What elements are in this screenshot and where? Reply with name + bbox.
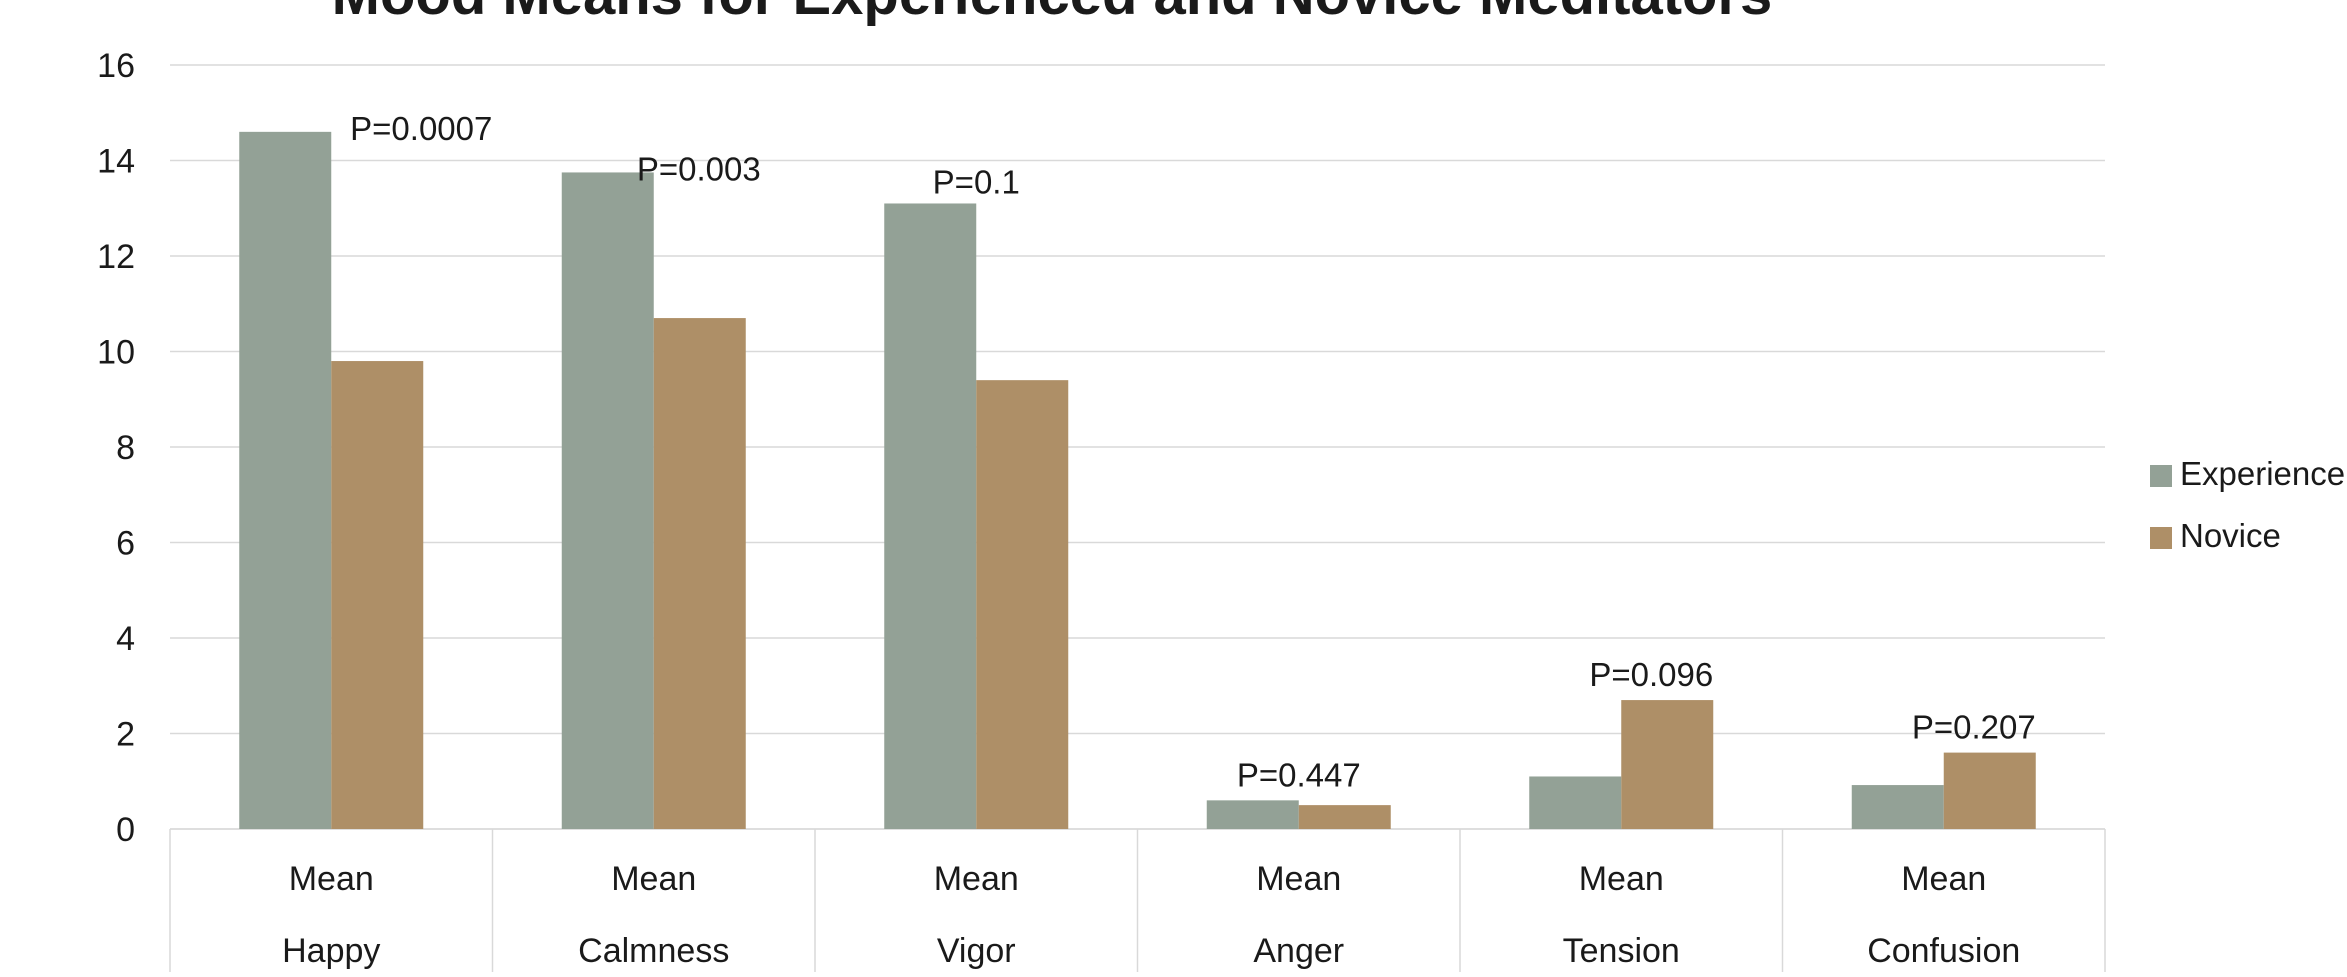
legend-label-novice: Novice bbox=[2180, 517, 2281, 554]
bar-novice bbox=[331, 361, 424, 829]
gridlines bbox=[170, 64, 2105, 830]
legend-swatch-experience bbox=[2150, 465, 2172, 487]
x-category-label: Anger bbox=[1253, 932, 1344, 970]
y-tick-label: 8 bbox=[116, 429, 135, 467]
p-value-label: P=0.447 bbox=[1237, 756, 1361, 793]
y-tick-label: 12 bbox=[97, 238, 135, 276]
x-category-label: Mean bbox=[611, 860, 696, 898]
y-tick-label: 0 bbox=[116, 811, 135, 849]
y-tick-label: 6 bbox=[116, 525, 135, 563]
x-category-label: Tension bbox=[1563, 932, 1680, 970]
x-category-label: Confusion bbox=[1867, 932, 2020, 970]
y-tick-label: 10 bbox=[97, 334, 135, 372]
x-category-label: Mean bbox=[1901, 860, 1986, 898]
legend-label-experience: Experience bbox=[2180, 455, 2345, 492]
x-category-label: Happy bbox=[282, 932, 380, 970]
bar-experience bbox=[1206, 800, 1299, 829]
bar-experience bbox=[1529, 776, 1622, 829]
x-category-label: Vigor bbox=[937, 932, 1016, 970]
chart-title: Mood Means for Experienced and Novice Me… bbox=[332, 0, 1773, 27]
bar-experience bbox=[1851, 785, 1944, 829]
x-category-label: Mean bbox=[1579, 860, 1664, 898]
bar-novice bbox=[653, 318, 746, 829]
p-value-label: P=0.003 bbox=[637, 150, 761, 187]
bar-novice bbox=[1621, 700, 1714, 829]
bar-experience bbox=[884, 203, 977, 830]
bar-experience bbox=[239, 131, 332, 830]
bars bbox=[239, 131, 2036, 830]
y-tick-label: 2 bbox=[116, 716, 135, 754]
bar-experience bbox=[561, 172, 654, 829]
bar-novice bbox=[1298, 805, 1391, 829]
y-tick-label: 14 bbox=[97, 143, 135, 181]
x-category-label: Mean bbox=[289, 860, 374, 898]
bar-novice bbox=[1943, 752, 2036, 829]
data-annotations: P=0.0007 P=0.003 P=0.1 P=0.447 P=0.096 P=0.20… bbox=[350, 110, 2036, 793]
bar-novice bbox=[976, 380, 1069, 829]
axes: 0 2 4 6 8 10 12 14 16 Mean Happy Mean Calmness Mean Vi… bbox=[97, 47, 2106, 972]
p-value-label: P=0.1 bbox=[933, 163, 1020, 200]
legend-swatch-novice bbox=[2150, 527, 2172, 549]
p-value-label: P=0.207 bbox=[1912, 709, 2036, 746]
y-tick-label: 16 bbox=[97, 47, 135, 85]
legend: Experience Novice bbox=[2150, 455, 2345, 554]
p-value-label: P=0.0007 bbox=[350, 110, 492, 147]
y-tick-label: 4 bbox=[116, 620, 135, 658]
p-value-label: P=0.096 bbox=[1589, 656, 1713, 693]
x-category-label: Mean bbox=[1256, 860, 1341, 898]
x-category-label: Calmness bbox=[578, 932, 729, 970]
x-category-label: Mean bbox=[934, 860, 1019, 898]
